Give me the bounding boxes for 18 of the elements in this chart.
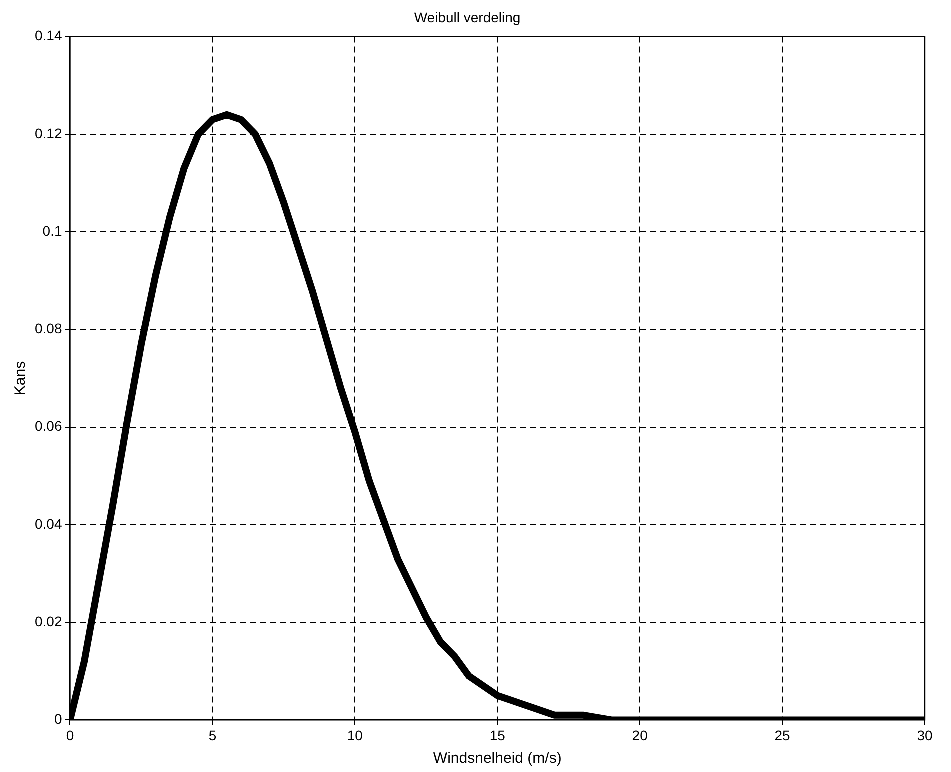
y-axis-title: Kans <box>12 361 30 396</box>
x-tick-label: 10 <box>347 727 364 744</box>
y-tick-label: 0.04 <box>35 516 62 532</box>
x-tick-label: 25 <box>774 727 791 744</box>
y-tick-label: 0.08 <box>35 320 62 337</box>
x-tick-label: 5 <box>208 727 217 744</box>
x-tick-label: 20 <box>632 727 648 744</box>
y-tick-label: 0.06 <box>35 418 62 434</box>
y-tick-label: 0 <box>54 711 62 728</box>
chart-title: Weibull verdeling <box>414 9 521 26</box>
x-tick-label: 15 <box>490 727 506 744</box>
y-tick-label: 0.12 <box>35 125 62 142</box>
y-tick-label: 0.02 <box>35 613 62 630</box>
x-tick-label: 0 <box>66 727 74 744</box>
x-tick-label: 30 <box>917 727 933 744</box>
y-tick-label: 0.1 <box>42 222 62 239</box>
y-tick-label: 0.14 <box>35 28 62 44</box>
x-axis-title: Windsnelheid (m/s) <box>433 750 562 768</box>
